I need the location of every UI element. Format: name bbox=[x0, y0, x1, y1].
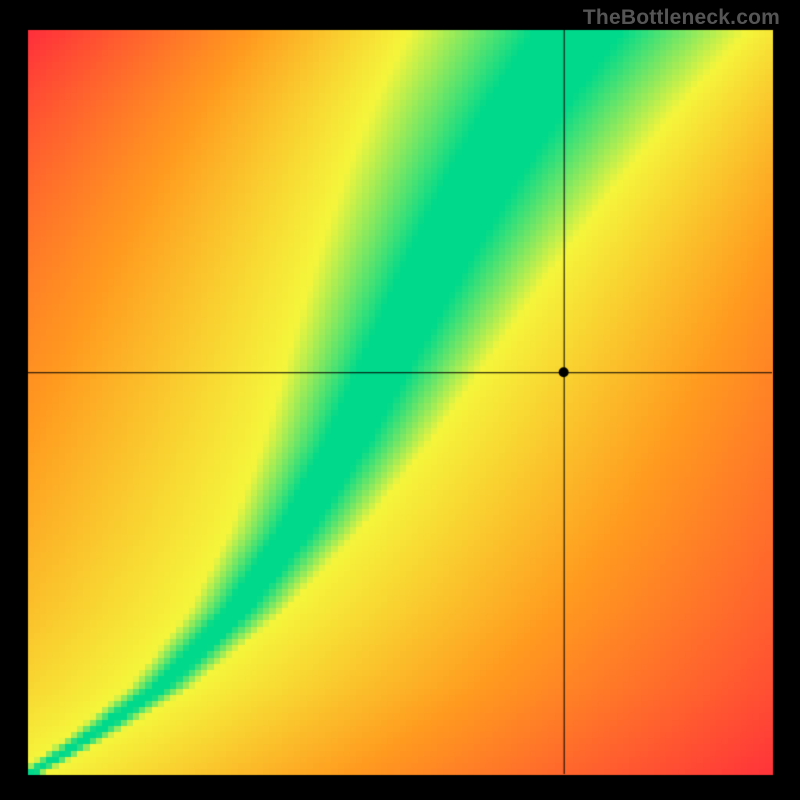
chart-container: TheBottleneck.com bbox=[0, 0, 800, 800]
watermark-text: TheBottleneck.com bbox=[583, 6, 780, 30]
bottleneck-heatmap bbox=[0, 0, 800, 800]
